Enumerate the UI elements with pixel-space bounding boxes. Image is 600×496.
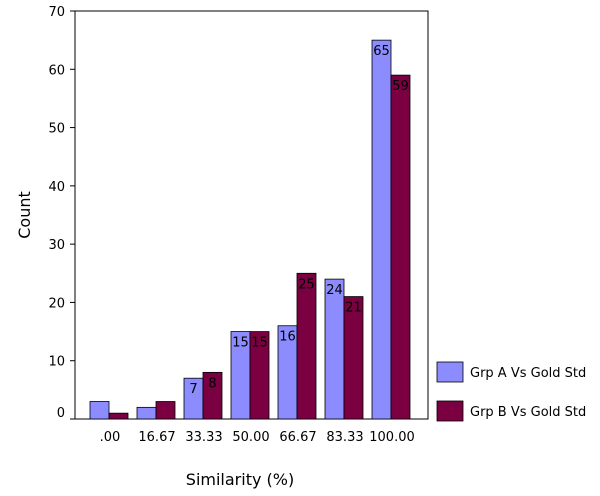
y-tick-label: 40 bbox=[48, 180, 65, 195]
data-label: 15 bbox=[232, 336, 249, 351]
data-label: 25 bbox=[298, 277, 315, 292]
data-label: 21 bbox=[345, 301, 362, 316]
data-labels-group: 7 15 16 24 65 8 15 25 21 59 bbox=[189, 44, 408, 397]
y-axis: 0 10 20 30 40 50 60 70 bbox=[48, 5, 75, 421]
bar-grp-b bbox=[108, 412, 129, 420]
bar-grp-a bbox=[89, 401, 110, 420]
y-tick-label: 30 bbox=[48, 238, 65, 253]
x-tick-label: 16.67 bbox=[138, 430, 175, 445]
data-label: 65 bbox=[373, 44, 390, 59]
x-tick-label: 33.33 bbox=[185, 430, 222, 445]
x-tick-label: .00 bbox=[100, 430, 121, 445]
bar-grp-a bbox=[324, 278, 345, 420]
x-tick-label: 50.00 bbox=[232, 430, 269, 445]
data-label: 15 bbox=[251, 336, 268, 351]
bar-grp-b bbox=[202, 371, 223, 420]
x-tick-label: 66.67 bbox=[279, 430, 316, 445]
data-label: 16 bbox=[279, 330, 296, 345]
x-tick-label: 100.00 bbox=[369, 430, 415, 445]
bar-grp-b bbox=[155, 401, 176, 420]
y-tick-label: 60 bbox=[48, 63, 65, 78]
legend: Grp A Vs Gold Std Grp B Vs Gold Std bbox=[436, 361, 586, 422]
bar-grp-b bbox=[296, 272, 317, 420]
y-tick-label: 10 bbox=[48, 355, 65, 370]
x-axis-title: Similarity (%) bbox=[186, 470, 294, 489]
legend-swatch bbox=[436, 400, 464, 422]
data-label: 24 bbox=[326, 283, 343, 298]
y-axis-title: Count bbox=[15, 191, 34, 239]
data-label: 59 bbox=[392, 79, 409, 94]
data-label: 8 bbox=[208, 376, 216, 391]
bar-grp-a bbox=[136, 406, 157, 420]
data-label: 7 bbox=[189, 382, 197, 397]
bar-grp-b bbox=[390, 74, 411, 420]
bar-grp-a bbox=[371, 39, 392, 420]
legend-swatch bbox=[436, 361, 464, 383]
bar-grp-b bbox=[249, 331, 270, 420]
y-tick-label: 70 bbox=[48, 5, 65, 20]
x-axis: .00 16.67 33.33 50.00 66.67 83.33 100.00 bbox=[100, 430, 415, 445]
x-tick-label: 83.33 bbox=[326, 430, 363, 445]
bars-group bbox=[89, 39, 411, 420]
legend-label: Grp A Vs Gold Std bbox=[470, 366, 586, 381]
y-tick-label: 20 bbox=[48, 296, 65, 311]
y-tick-label: 0 bbox=[57, 406, 65, 421]
bar-grp-b bbox=[343, 296, 364, 420]
y-tick-label: 50 bbox=[48, 122, 65, 137]
legend-label: Grp B Vs Gold Std bbox=[470, 405, 586, 420]
